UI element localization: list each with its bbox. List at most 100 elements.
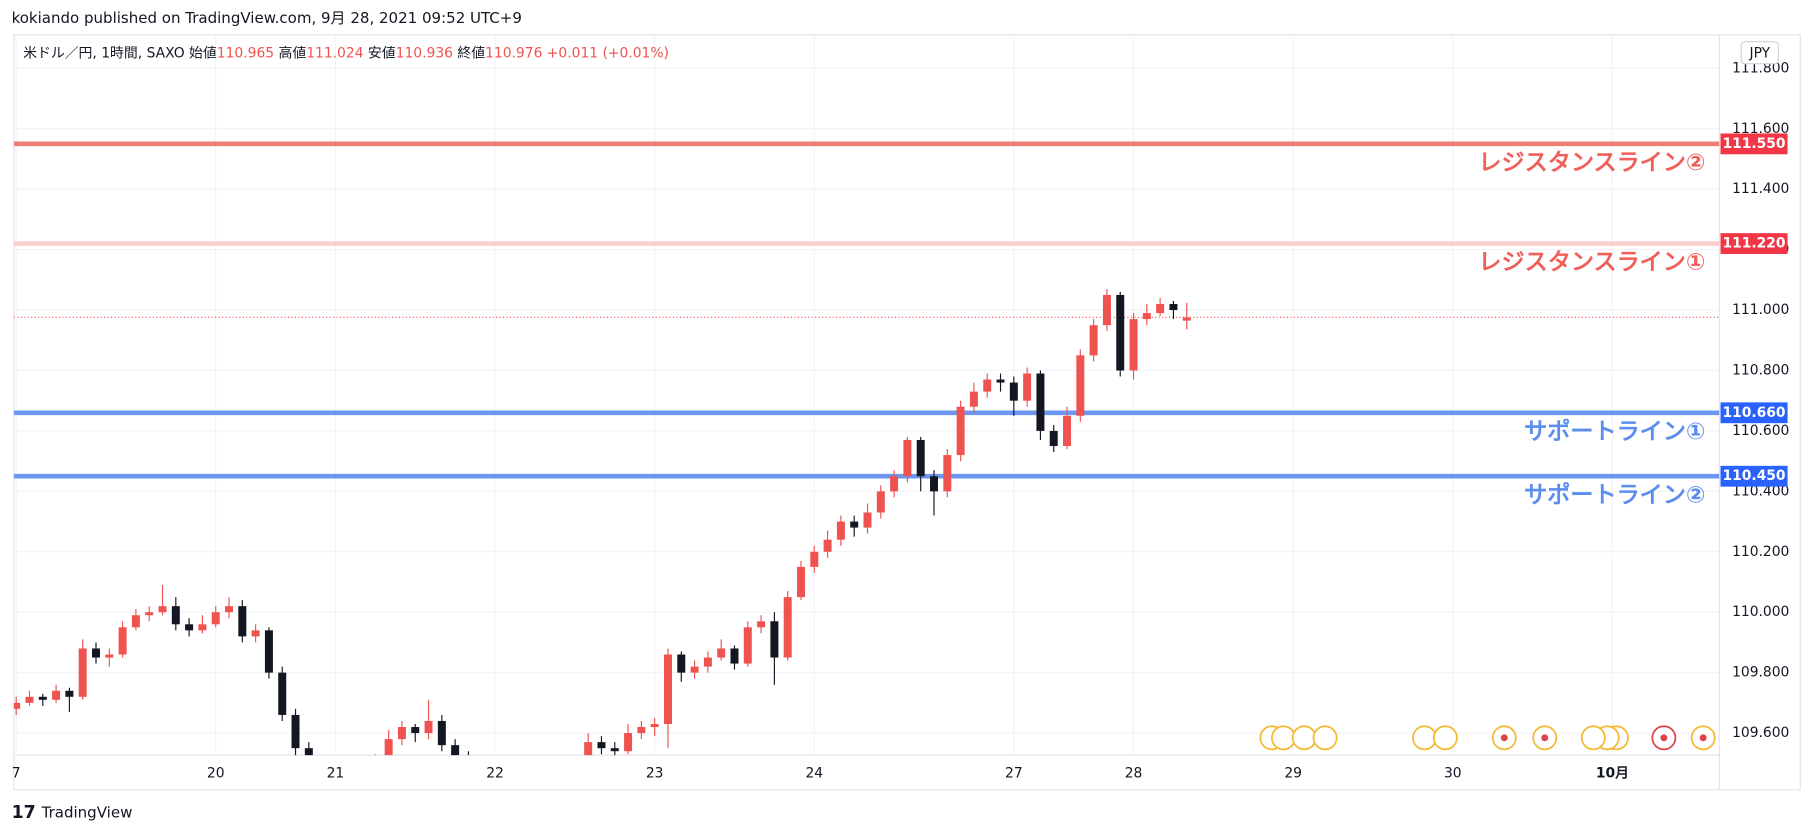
candle-body bbox=[92, 648, 100, 658]
legend-key: 安値 bbox=[368, 45, 396, 61]
candle-body bbox=[903, 439, 912, 477]
level-tag-label: 111.550 bbox=[1722, 136, 1785, 152]
candle-body bbox=[610, 748, 619, 752]
y-tick-label: 109.800 bbox=[1732, 665, 1789, 681]
level-tag bbox=[1720, 233, 1788, 254]
candle-body bbox=[1129, 319, 1138, 371]
x-tick-label: 22 bbox=[486, 766, 504, 782]
candle-body bbox=[996, 379, 1005, 383]
candle-body bbox=[930, 476, 939, 492]
candle-body bbox=[571, 763, 579, 772]
candle-body bbox=[291, 714, 300, 749]
candle-body bbox=[52, 690, 61, 700]
level-tag bbox=[1720, 465, 1788, 487]
candle-body bbox=[969, 391, 978, 407]
x-tick-label: 28 bbox=[1125, 766, 1143, 782]
candle-body bbox=[956, 406, 965, 456]
candle-body bbox=[1063, 415, 1072, 447]
candle-body bbox=[943, 455, 952, 492]
candle-body bbox=[345, 775, 353, 781]
candle-body bbox=[1049, 430, 1058, 447]
candle-body bbox=[424, 720, 433, 734]
candle-body bbox=[411, 727, 420, 734]
candle-body bbox=[13, 702, 21, 709]
y-tick-label: 111.400 bbox=[1732, 181, 1789, 197]
candle-body bbox=[1142, 313, 1151, 320]
candle-body bbox=[211, 612, 220, 625]
level-tag-label: 110.450 bbox=[1722, 468, 1785, 484]
candle-body bbox=[358, 775, 366, 778]
candle-body bbox=[518, 784, 526, 787]
candle-body bbox=[677, 654, 686, 673]
level-annotation: レジスタンスライン② bbox=[1478, 150, 1705, 176]
x-tick-label: 10月 bbox=[1596, 766, 1629, 782]
event-icons bbox=[1259, 725, 1716, 751]
candle-body bbox=[118, 627, 127, 655]
candle-body bbox=[38, 696, 47, 700]
candle-body bbox=[703, 657, 712, 667]
candle-body bbox=[770, 621, 779, 658]
candle-body bbox=[730, 648, 739, 664]
legend-change: +0.011 (+0.01%) bbox=[547, 45, 669, 61]
candle-body bbox=[717, 648, 726, 658]
candle-body bbox=[544, 778, 552, 781]
level-tag bbox=[1720, 402, 1788, 424]
candle-body bbox=[663, 654, 672, 725]
event-dots bbox=[1500, 734, 1707, 742]
x-tick-label: 29 bbox=[1284, 766, 1302, 782]
y-tick-label: 110.800 bbox=[1732, 362, 1789, 378]
candle-body bbox=[1116, 294, 1125, 371]
candle-body bbox=[531, 778, 539, 784]
currency-box[interactable] bbox=[1740, 41, 1779, 65]
candle-body bbox=[318, 769, 326, 778]
candle-body bbox=[198, 624, 207, 631]
x-tick-label: 23 bbox=[646, 766, 664, 782]
candle-body bbox=[65, 690, 74, 697]
candle-body bbox=[78, 648, 87, 697]
y-tick-label: 110.200 bbox=[1732, 544, 1789, 560]
candle-body bbox=[225, 606, 234, 613]
candle-body bbox=[1182, 317, 1191, 321]
plot bbox=[13, 141, 1720, 787]
legend-key: 高値 bbox=[278, 44, 306, 61]
candle-body bbox=[158, 606, 167, 613]
x-tick-label: 24 bbox=[805, 766, 823, 782]
y-tick-label: 111.800 bbox=[1732, 60, 1789, 76]
candle-body bbox=[185, 624, 194, 631]
y-tick-label: 110.400 bbox=[1732, 483, 1789, 499]
symbol: 米ドル／円, 1時間, SAXO bbox=[23, 45, 185, 61]
level-tag bbox=[1720, 133, 1788, 155]
candle-body bbox=[171, 606, 180, 625]
candle-body bbox=[238, 606, 247, 637]
candle-body bbox=[743, 627, 752, 664]
candle-body bbox=[983, 379, 992, 392]
level-annotation: サポートライン① bbox=[1524, 418, 1705, 445]
candle-body bbox=[131, 615, 140, 628]
axes: 109.600 109.800 110.000 110.200 110.400 110.6… bbox=[12, 60, 1790, 781]
candle-body bbox=[1169, 304, 1178, 311]
candle-body bbox=[504, 781, 512, 787]
candle-body bbox=[1089, 325, 1098, 356]
legend-key: 始値 bbox=[189, 45, 217, 61]
legend-key: 終値 bbox=[457, 45, 485, 61]
x-tick-label: 30 bbox=[1444, 766, 1462, 782]
candle-body bbox=[478, 769, 486, 778]
legend-value: 110.965 bbox=[217, 45, 274, 61]
candle-body bbox=[783, 597, 792, 658]
candle-body bbox=[916, 439, 925, 477]
candle-body bbox=[810, 551, 819, 567]
y-tick-label: 110.600 bbox=[1732, 423, 1789, 439]
y-tick-label: 111.000 bbox=[1732, 302, 1789, 318]
legend-value: 111.024 bbox=[306, 45, 363, 61]
candle-body bbox=[650, 724, 659, 728]
candle-body bbox=[584, 742, 593, 756]
level-tag-label: 111.220 bbox=[1722, 236, 1785, 252]
candle-body bbox=[597, 742, 606, 749]
candle-body bbox=[863, 512, 872, 528]
level-tag-label: 110.660 bbox=[1722, 405, 1785, 421]
x-tick-label: 21 bbox=[327, 766, 345, 782]
candle-body bbox=[876, 491, 885, 513]
currency[interactable]: JPY bbox=[1749, 45, 1771, 61]
candle-body bbox=[384, 739, 393, 756]
